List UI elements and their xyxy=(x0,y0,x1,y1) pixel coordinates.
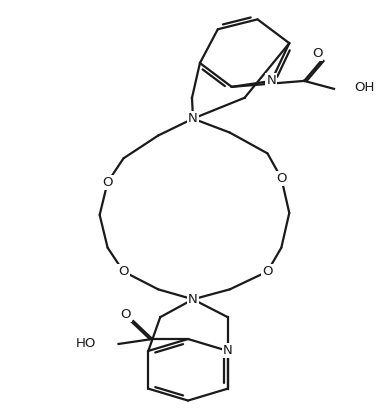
Text: N: N xyxy=(267,74,276,87)
Text: N: N xyxy=(223,344,233,357)
Text: N: N xyxy=(188,112,198,125)
Text: HO: HO xyxy=(75,337,96,350)
Text: O: O xyxy=(102,176,113,188)
Text: O: O xyxy=(262,265,273,278)
Text: O: O xyxy=(120,308,131,321)
Text: N: N xyxy=(188,293,198,306)
Text: O: O xyxy=(118,265,129,278)
Text: OH: OH xyxy=(354,81,374,94)
Text: O: O xyxy=(276,172,286,185)
Text: O: O xyxy=(312,47,322,60)
